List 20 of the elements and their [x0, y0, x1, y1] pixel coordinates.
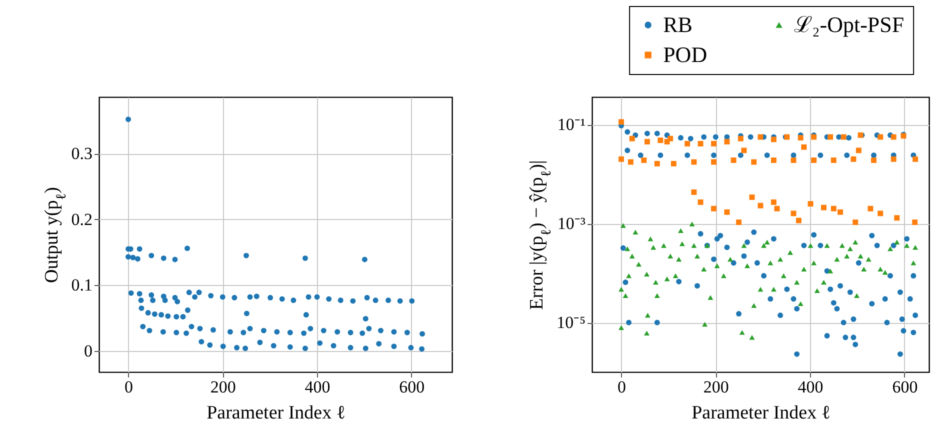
- x-tick-label: 600: [399, 378, 425, 396]
- legend-label: ℒ₂-Opt-PSF: [794, 12, 904, 37]
- x-axis-title: Parameter Index ℓ: [692, 402, 830, 424]
- x-tick-label: 400: [798, 378, 824, 396]
- y-tick-label: 0: [84, 341, 92, 360]
- y-tick-label: 0.3: [71, 144, 92, 164]
- x-axis-title: Parameter Index ℓ: [206, 402, 346, 424]
- y-tick-label: 0.1: [71, 276, 92, 295]
- y-tick-label: 10⁻³: [557, 214, 586, 234]
- legend-label: RB: [663, 12, 692, 37]
- x-tick-label: 600: [892, 378, 918, 396]
- x-tick-label: 0: [124, 378, 134, 396]
- x-tick-label: 200: [703, 378, 729, 396]
- y-tick-label: 0.2: [71, 210, 92, 229]
- x-tick-label: 400: [304, 378, 330, 396]
- x-tick-label: 200: [210, 378, 236, 396]
- x-tick-label: 0: [618, 378, 626, 396]
- legend-label: POD: [663, 42, 708, 67]
- y-tick-label: 10⁻¹: [557, 115, 586, 134]
- y-tick-label: 10⁻⁵: [556, 313, 586, 332]
